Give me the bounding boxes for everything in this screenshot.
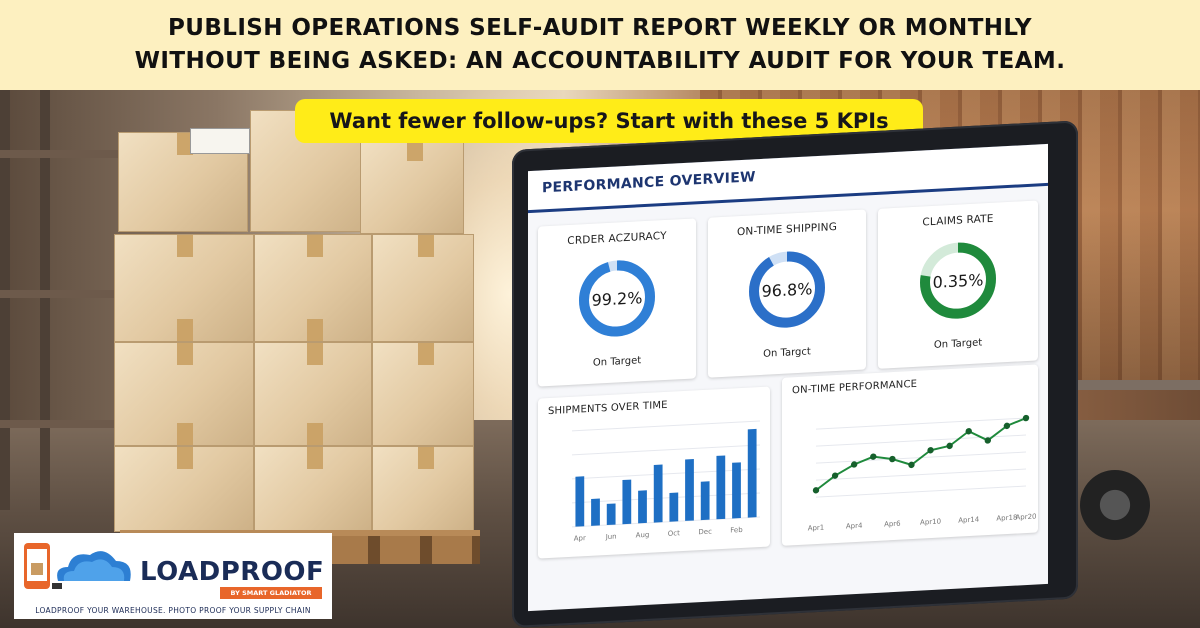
shelf-bar (0, 420, 120, 428)
kpi-card-on-time-shipping: ON-TIME SHIPPING 96.8% On Targct (708, 209, 866, 378)
kpi-ring-2 (920, 242, 996, 319)
shipment-bar (732, 462, 741, 519)
chart-title: SHIPMENTS OVER TIME (548, 399, 668, 418)
on-time-point (946, 442, 953, 450)
shipment-bar (669, 492, 679, 522)
x-tick-label: Apr (574, 534, 586, 543)
logo-wordmark: LOADPROOF (140, 557, 325, 587)
shelf-post (0, 90, 10, 510)
shipment-bar (716, 455, 726, 520)
shipment-bar (591, 498, 600, 526)
kpi-ring-arc (749, 251, 825, 328)
gridline (816, 434, 1026, 447)
shipment-bar (653, 464, 663, 523)
kpi-status: On Targct (763, 346, 811, 360)
kpi-status: On Target (933, 337, 983, 351)
shipment-bar (606, 503, 616, 526)
x-tick-label: Apr10 (920, 518, 941, 527)
gridline (572, 492, 760, 504)
gridline (572, 444, 760, 456)
dashboard-monitor: PERFORMANCE OVERVIEW CRDER ACZURACY 99.2… (512, 120, 1078, 628)
x-tick-label: Apr18 (996, 514, 1017, 523)
kpi-card-claims-rate: CLAIMS RATE 0.35% On Target (878, 200, 1038, 369)
shelf-bar (0, 290, 120, 298)
logo-tagline: LOADPROOF YOUR WAREHOUSE. PHOTO PROOF YO… (35, 606, 311, 615)
on-time-point (908, 461, 915, 469)
dashboard-title: PERFORMANCE OVERVIEW (542, 169, 756, 197)
kpi-ring-0 (579, 260, 655, 337)
gridline (816, 468, 1026, 481)
box-shipping-label (190, 128, 250, 154)
shipment-bar (700, 481, 710, 521)
kpi-ring-1 (749, 251, 825, 328)
gridline (572, 516, 760, 528)
shipments-bar-chart: Apr Jun Aug Oct Dec Feb (572, 420, 760, 543)
gridline (572, 468, 760, 480)
on-time-point (1003, 422, 1011, 430)
on-time-point (889, 455, 896, 463)
headline-line-2: WITHOUT BEING ASKED: AN ACCOUNTABILITY A… (134, 48, 1066, 74)
on-time-point (927, 447, 934, 454)
on-time-performance-card: ON-TIME PERFORMANCE Apr1 Apr4 Apr6 Apr10 Apr… (782, 364, 1038, 546)
on-time-point (1022, 414, 1030, 422)
truck-wheel (1080, 470, 1150, 540)
truck-chassis (1070, 380, 1200, 490)
kpi-label: ON-TIME SHIPPING (736, 220, 838, 239)
headline-line-1: PUBLISH OPERATIONS SELF-AUDIT REPORT WEE… (168, 15, 1032, 41)
headline-banner: PUBLISH OPERATIONS SELF-AUDIT REPORT WEE… (0, 0, 1200, 90)
loadproof-logo: LOADPROOF BY SMART GLADIATOR LOADPROOF Y… (14, 533, 332, 619)
kpi-card-order-accuracy: CRDER ACZURACY 99.2% On Target (538, 218, 696, 387)
cloud-phone-logo-icon (24, 543, 131, 589)
x-tick-label: Apr14 (958, 515, 980, 524)
x-tick-label: Apr1 (808, 524, 825, 533)
logo-ribbon: BY SMART GLADIATOR (220, 587, 322, 599)
kpi-label: CRDER ACZURACY (567, 229, 667, 248)
on-time-point (984, 437, 992, 444)
gridline (816, 485, 1026, 498)
x-tick-label: Jun (605, 533, 617, 542)
x-tick-label: Dec (698, 528, 712, 537)
kpi-ring-arc (920, 242, 996, 319)
kpi-label: CLAIMS RATE (922, 212, 994, 229)
subtitle-text: Want fewer follow-ups? Start with these … (329, 109, 889, 133)
shelf-post (40, 90, 50, 510)
x-tick-label: Feb (730, 526, 743, 535)
shipment-bar (638, 490, 647, 524)
x-tick-label: Apr6 (884, 520, 901, 529)
x-tick-label: Apr4 (846, 522, 863, 531)
on-time-point (850, 461, 858, 468)
shipment-bar (685, 459, 694, 521)
kpi-status: On Target (592, 355, 642, 369)
chart-title: ON-TIME PERFORMANCE (792, 378, 918, 397)
on-time-point (870, 453, 877, 460)
gridline (572, 420, 760, 432)
shipment-bar (747, 428, 757, 518)
shipments-chart-card: SHIPMENTS OVER TIME Apr Jun Aug Oct Dec Feb (538, 386, 770, 559)
x-tick-label: Oct (668, 529, 680, 538)
shipment-bar (622, 479, 632, 525)
x-tick-label: Apr20 (1015, 513, 1036, 522)
on-time-line (815, 417, 1027, 492)
on-time-point (965, 428, 972, 435)
gridline (816, 417, 1026, 430)
subtitle-callout: Want fewer follow-ups? Start with these … (295, 99, 923, 143)
shipment-bar (575, 476, 585, 527)
x-tick-label: Aug (636, 531, 650, 540)
on-time-point (812, 487, 820, 494)
kpi-ring-arc (579, 260, 655, 337)
dashboard-screen: PERFORMANCE OVERVIEW CRDER ACZURACY 99.2… (528, 143, 1048, 612)
on-time-point (831, 472, 839, 479)
shelf-bar (0, 150, 120, 158)
